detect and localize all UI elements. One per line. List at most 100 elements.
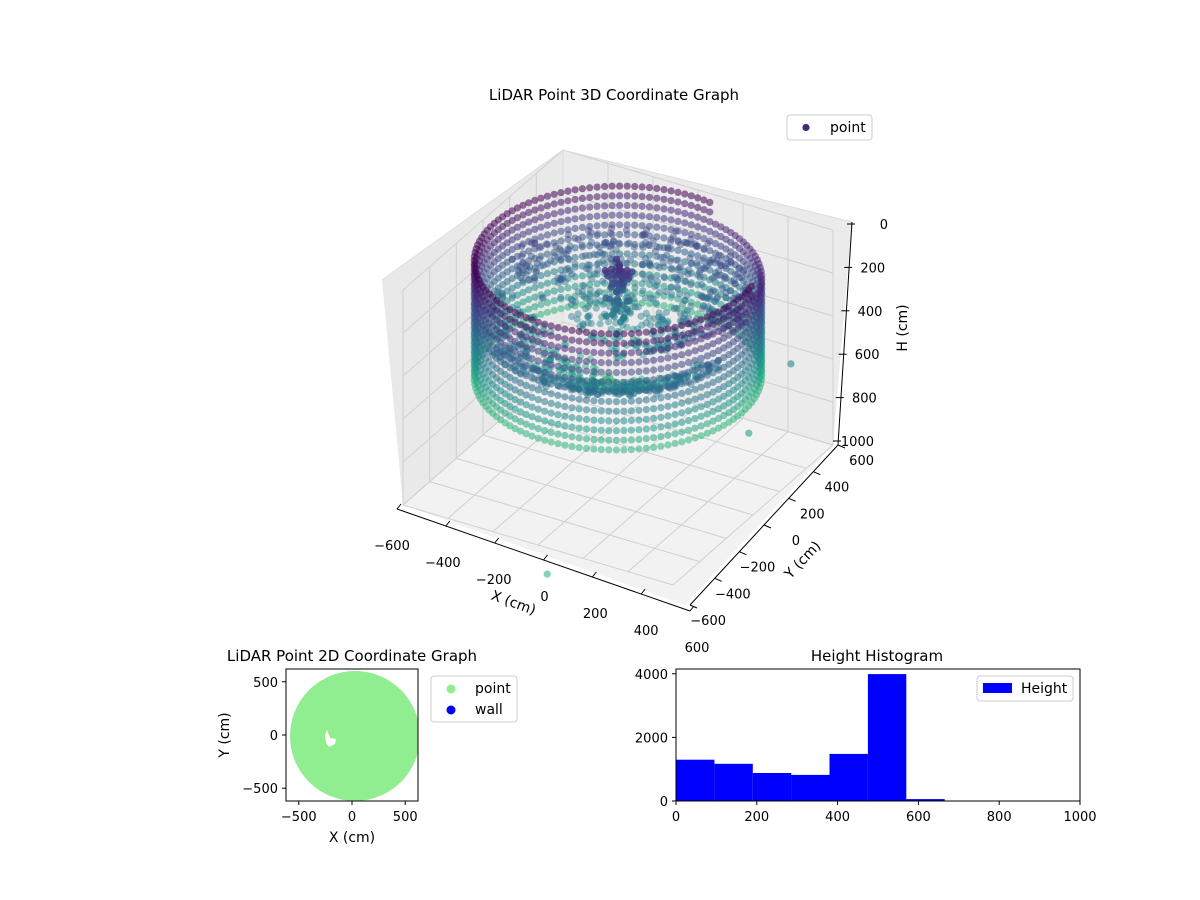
data-point: [673, 274, 681, 282]
data-point: [642, 367, 650, 375]
data-point: [516, 350, 525, 358]
data-point: [519, 230, 527, 238]
data-point: [650, 327, 658, 335]
data-point: [557, 266, 565, 274]
data-point: [568, 270, 576, 278]
data-point: [568, 326, 576, 334]
data-point: [691, 385, 699, 394]
data-point: [587, 238, 596, 246]
data-point: [715, 405, 723, 413]
data-point: [641, 294, 650, 302]
data-point: [557, 237, 565, 245]
data-point: [703, 323, 711, 331]
data-point: [550, 248, 558, 256]
data-point: [537, 272, 545, 280]
data-point: [657, 253, 665, 261]
data-point: [686, 254, 694, 262]
x-axis-label-3d: X (cm): [489, 588, 538, 619]
data-point: [592, 304, 600, 312]
data-point: [709, 388, 717, 396]
data-point: [687, 211, 695, 219]
data-point: [638, 183, 646, 191]
data-point: [638, 193, 646, 201]
data-point: [612, 446, 621, 454]
data-point: [702, 262, 711, 270]
data-point: [627, 378, 636, 386]
data-point: [655, 264, 664, 272]
data-point: [639, 287, 647, 295]
data-point: [511, 405, 519, 413]
data-point: [554, 430, 562, 438]
data-point: [638, 270, 646, 278]
data-point: [537, 243, 545, 251]
data-point: [620, 330, 628, 338]
data-point: [582, 348, 591, 356]
data-point: [597, 388, 605, 396]
data-point: [703, 420, 711, 428]
data-point: [645, 203, 654, 211]
data-point: [587, 228, 595, 237]
data-point: [590, 445, 598, 453]
data-point: [516, 427, 525, 435]
data-point: [667, 216, 675, 224]
data-point: [787, 360, 795, 368]
data-point: [534, 386, 542, 394]
data-point: [568, 433, 576, 441]
legend-histogram: Height: [976, 675, 1074, 702]
data-point: [575, 376, 583, 384]
z-tick-label-3d: 0: [880, 218, 888, 233]
legend-histogram-frame: [976, 675, 1074, 702]
chart-2d-title: LiDAR Point 2D Coordinate Graph: [227, 647, 477, 665]
data-point: [522, 391, 530, 399]
data-point: [522, 381, 530, 389]
data-point: [590, 339, 598, 347]
data-point: [627, 368, 636, 376]
data-point: [687, 260, 695, 268]
data-point: [557, 208, 565, 216]
data-point: [687, 240, 695, 248]
data-point: [635, 445, 643, 453]
data-point: [651, 315, 659, 323]
data-point: [674, 285, 682, 293]
data-point: [631, 182, 639, 191]
data-point: [607, 242, 615, 250]
data-point: [550, 210, 558, 218]
y-tick-mark-3d: [689, 604, 698, 609]
data-point: [703, 410, 711, 418]
data-point: [640, 231, 648, 239]
data-point: [721, 272, 729, 281]
y-axis-label-2d: Y (cm): [217, 712, 233, 758]
data-point: [586, 286, 594, 294]
data-point: [561, 431, 569, 440]
data-point: [557, 227, 565, 235]
data-point: [525, 276, 534, 284]
z-tick-label-3d: 800: [852, 392, 877, 407]
data-point: [532, 268, 540, 276]
data-point: [664, 373, 672, 381]
data-point: [612, 369, 621, 377]
data-point: [568, 442, 576, 451]
data-point: [715, 366, 723, 374]
data-point: [543, 260, 552, 268]
data-point: [539, 294, 547, 302]
data-point: [642, 386, 650, 394]
data-point: [699, 302, 707, 310]
data-point: [522, 352, 530, 360]
data-point: [626, 256, 635, 264]
data-point: [618, 275, 626, 283]
data-point: [706, 293, 714, 301]
data-point: [642, 396, 650, 404]
data-point: [623, 221, 631, 229]
data-point: [677, 241, 685, 249]
data-point: [709, 255, 717, 263]
data-point: [550, 200, 558, 208]
data-point: [678, 351, 686, 359]
data-point: [564, 255, 572, 263]
data-point: [659, 259, 667, 267]
data-point: [508, 255, 516, 263]
data-point: [648, 276, 656, 284]
data-point: [527, 252, 536, 260]
legend-3d: point: [786, 114, 873, 141]
data-point: [698, 293, 706, 301]
data-point: [605, 407, 613, 415]
